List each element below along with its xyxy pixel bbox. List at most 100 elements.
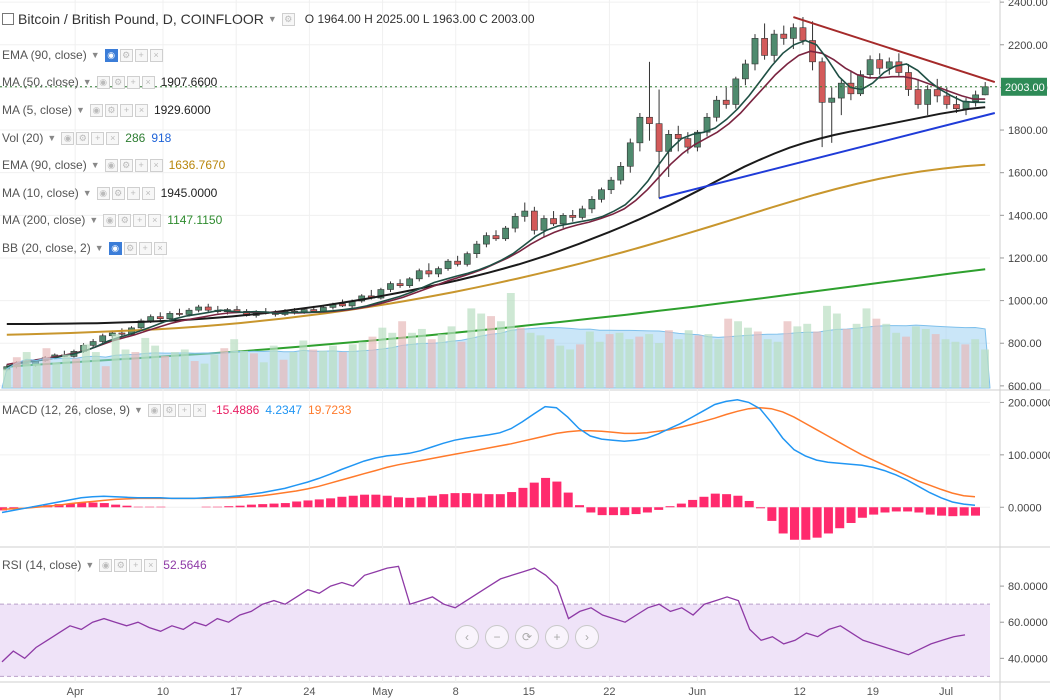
legend-label[interactable]: MA (5, close): [2, 103, 73, 117]
macd-panel[interactable]: [0, 399, 980, 540]
candle: [924, 89, 932, 105]
chevron-down-icon[interactable]: ▼: [90, 50, 100, 60]
chevron-down-icon[interactable]: ▼: [82, 77, 92, 87]
scroll-left-button[interactable]: ‹: [455, 625, 479, 649]
candle: [914, 89, 922, 105]
macd-histogram-bar: [99, 503, 109, 508]
close-icon[interactable]: ×: [144, 558, 158, 572]
settings-icon[interactable]: ⚙: [281, 12, 295, 26]
eye-icon[interactable]: ◉: [103, 213, 117, 227]
legend-label[interactable]: EMA (90, close): [2, 48, 87, 62]
volume-bar: [714, 339, 723, 388]
legend-label[interactable]: MA (50, close): [2, 75, 79, 89]
eye-icon[interactable]: ◉: [89, 103, 103, 117]
legend-label[interactable]: EMA (90, close): [2, 158, 87, 172]
close-icon[interactable]: ×: [149, 158, 163, 172]
candle: [646, 116, 653, 124]
volume-bar: [477, 313, 486, 388]
plus-icon[interactable]: +: [126, 186, 140, 200]
macd-histogram-bar: [608, 507, 618, 516]
volume-bar: [803, 323, 812, 388]
gear-icon[interactable]: ⚙: [118, 213, 132, 227]
macd-histogram-bar: [246, 504, 256, 508]
legend-label[interactable]: Vol (20): [2, 131, 44, 145]
candle: [463, 253, 471, 265]
zoom-out-button[interactable]: −: [485, 625, 509, 649]
eye-icon[interactable]: ◉: [104, 158, 118, 172]
candle: [933, 89, 941, 97]
candle: [176, 313, 183, 315]
price-tag: 2003.00: [1005, 82, 1045, 94]
gear-icon[interactable]: ⚙: [119, 48, 133, 62]
close-icon[interactable]: ×: [134, 103, 148, 117]
collapse-icon[interactable]: [2, 13, 14, 25]
close-icon[interactable]: ×: [153, 241, 167, 255]
close-icon[interactable]: ×: [149, 48, 163, 62]
close-icon[interactable]: ×: [148, 213, 162, 227]
scroll-right-button[interactable]: ›: [575, 625, 599, 649]
rsi-legend-label[interactable]: RSI (14, close): [2, 558, 82, 572]
eye-icon[interactable]: ◉: [61, 131, 75, 145]
plus-icon[interactable]: +: [134, 48, 148, 62]
plus-icon[interactable]: +: [134, 158, 148, 172]
close-icon[interactable]: ×: [192, 403, 206, 417]
chevron-down-icon[interactable]: ▼: [267, 14, 277, 24]
chevron-down-icon[interactable]: ▼: [82, 188, 92, 198]
gear-icon[interactable]: ⚙: [123, 241, 137, 255]
macd-histogram-bar: [292, 501, 302, 508]
macd-histogram-bar: [201, 506, 211, 508]
macd-legend-label[interactable]: MACD (12, 26, close, 9): [2, 403, 131, 417]
close-icon[interactable]: ×: [106, 131, 120, 145]
price-panel[interactable]: [0, 16, 1000, 372]
candle: [857, 74, 864, 95]
legend-row: EMA (90, close) ▼ ◉ ⚙ + ×: [0, 47, 165, 63]
candle: [761, 38, 768, 56]
plus-icon[interactable]: +: [138, 241, 152, 255]
gear-icon[interactable]: ⚙: [114, 558, 128, 572]
x-tick-label: 10: [157, 686, 169, 698]
gear-icon[interactable]: ⚙: [111, 75, 125, 89]
candle: [425, 270, 433, 275]
chevron-down-icon[interactable]: ▼: [94, 243, 104, 253]
macd-histogram-bar: [541, 477, 551, 508]
chevron-down-icon[interactable]: ▼: [90, 160, 100, 170]
chevron-down-icon[interactable]: ▼: [85, 560, 95, 570]
legend-label[interactable]: BB (20, close, 2): [2, 241, 91, 255]
x-tick-label: May: [372, 686, 393, 698]
legend-label[interactable]: MA (10, close): [2, 186, 79, 200]
gear-icon[interactable]: ⚙: [104, 103, 118, 117]
reset-button[interactable]: ⟳: [515, 625, 539, 649]
gear-icon[interactable]: ⚙: [76, 131, 90, 145]
plus-icon[interactable]: +: [133, 213, 147, 227]
plus-icon[interactable]: +: [119, 103, 133, 117]
gear-icon[interactable]: ⚙: [119, 158, 133, 172]
volume-bar: [269, 345, 278, 388]
legend-label[interactable]: MA (200, close): [2, 213, 86, 227]
eye-icon[interactable]: ◉: [99, 558, 113, 572]
chevron-down-icon[interactable]: ▼: [47, 133, 57, 143]
volume-bar: [309, 349, 318, 388]
chevron-down-icon[interactable]: ▼: [134, 405, 143, 415]
eye-icon[interactable]: ◉: [147, 403, 161, 417]
volume-bar: [32, 363, 41, 388]
eye-icon[interactable]: ◉: [96, 186, 110, 200]
plus-icon[interactable]: +: [177, 403, 191, 417]
candle: [780, 33, 788, 39]
rsi-panel[interactable]: [0, 565, 990, 677]
eye-icon[interactable]: ◉: [96, 75, 110, 89]
candle: [703, 116, 711, 133]
gear-icon[interactable]: ⚙: [162, 403, 176, 417]
close-icon[interactable]: ×: [141, 186, 155, 200]
eye-icon[interactable]: ◉: [108, 241, 122, 255]
eye-icon[interactable]: ◉: [104, 48, 118, 62]
plus-icon[interactable]: +: [126, 75, 140, 89]
candle: [435, 268, 442, 275]
zoom-in-button[interactable]: +: [545, 625, 569, 649]
chevron-down-icon[interactable]: ▼: [76, 105, 85, 115]
gear-icon[interactable]: ⚙: [111, 186, 125, 200]
plus-icon[interactable]: +: [129, 558, 143, 572]
x-tick-label: Jun: [688, 686, 706, 698]
close-icon[interactable]: ×: [141, 75, 155, 89]
plus-icon[interactable]: +: [91, 131, 105, 145]
chevron-down-icon[interactable]: ▼: [89, 215, 99, 225]
